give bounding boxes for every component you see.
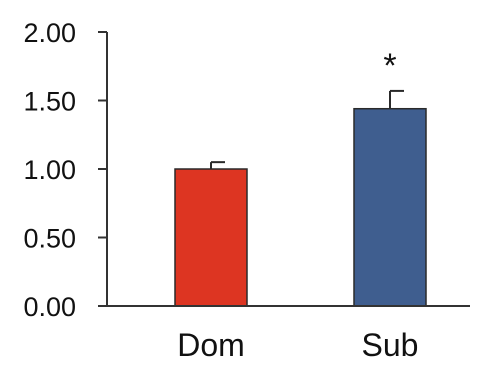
y-tick-label: 2.00 [23, 18, 76, 48]
bars: * [174, 47, 427, 307]
bar-dom [174, 168, 248, 307]
significance-marker: * [383, 47, 396, 85]
x-category-label: Sub [362, 327, 419, 363]
y-tick-label: 0.50 [23, 224, 76, 254]
y-tick-label: 1.00 [23, 155, 76, 185]
x-category-label: Dom [177, 327, 245, 363]
y-tick-label: 0.00 [23, 292, 76, 322]
x-axis: Dom Sub [107, 305, 470, 363]
y-axis: 0.00 0.50 1.00 1.50 2.00 [23, 18, 108, 322]
y-tick-label: 1.50 [23, 87, 76, 117]
bar-sub [353, 107, 427, 307]
